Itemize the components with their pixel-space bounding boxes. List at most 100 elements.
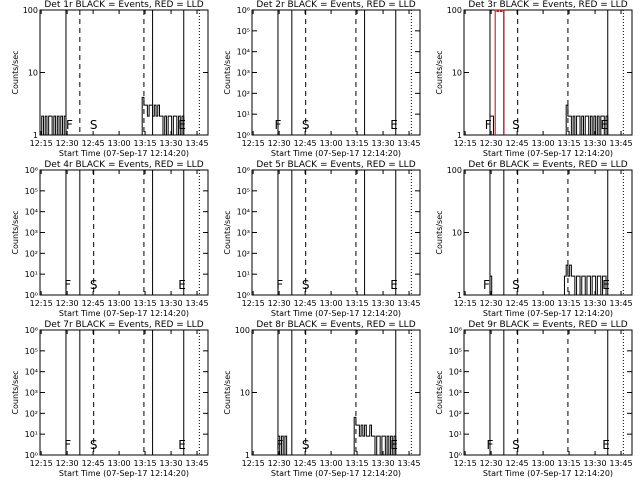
x-axis-title: Start Time (07-Sep-17 12:14:20) xyxy=(271,309,401,318)
x-tick-label: 12:30 xyxy=(56,139,79,148)
x-tick-label: 13:15 xyxy=(134,139,157,148)
x-tick-label: 13:00 xyxy=(320,299,343,308)
series-events-line xyxy=(565,104,609,136)
x-tick-label: 12:30 xyxy=(480,299,503,308)
panel-det-9r: Det 9r BLACK = Events, RED = LLD F S E 12:15… xyxy=(435,320,633,478)
panel-title: Det 7r BLACK = Events, RED = LLD xyxy=(44,320,203,330)
x-tick-label: 13:15 xyxy=(346,299,369,308)
x-tick-label: 13:45 xyxy=(398,459,421,468)
y-tick-label: 100 xyxy=(447,6,462,15)
flare-marker-e: E xyxy=(390,118,398,132)
flare-marker-s: S xyxy=(302,118,310,132)
x-tick-label: 13:45 xyxy=(186,459,209,468)
x-tick-label: 12:15 xyxy=(30,299,53,308)
x-axis-title: Start Time (07-Sep-17 12:14:20) xyxy=(271,149,401,158)
y-tick-label: 1 xyxy=(457,131,462,140)
x-axis-title: Start Time (07-Sep-17 12:14:20) xyxy=(59,149,189,158)
x-tick-label: 12:15 xyxy=(242,459,265,468)
y-tick-label: 10 xyxy=(452,69,462,78)
panel-title: Det 1r BLACK = Events, RED = LLD xyxy=(44,0,203,10)
x-axis-title: Start Time (07-Sep-17 12:14:20) xyxy=(59,469,189,478)
y-tick-label: 10⁴ xyxy=(25,368,38,377)
y-tick-label: 10⁰ xyxy=(25,291,38,300)
x-tick-label: 13:30 xyxy=(372,299,395,308)
y-tick-label: 10² xyxy=(237,249,250,258)
x-tick-label: 12:30 xyxy=(480,139,503,148)
y-tick-label: 10⁶ xyxy=(25,166,38,175)
flare-marker-e: E xyxy=(602,438,610,452)
y-tick-label: 10⁴ xyxy=(237,48,250,57)
flare-marker-f: F xyxy=(64,278,71,292)
x-axis-title: Start Time (07-Sep-17 12:14:20) xyxy=(59,309,189,318)
flare-marker-s: S xyxy=(302,278,310,292)
flare-marker-s: S xyxy=(90,118,98,132)
x-tick-label: 13:30 xyxy=(160,139,183,148)
x-tick-label: 13:45 xyxy=(398,139,421,148)
x-tick-label: 12:15 xyxy=(242,299,265,308)
x-tick-label: 13:30 xyxy=(160,299,183,308)
y-axis-title: Counts/sec xyxy=(223,50,232,94)
y-tick-label: 1 xyxy=(33,131,38,140)
x-tick-label: 12:15 xyxy=(30,139,53,148)
flare-marker-f: F xyxy=(483,278,490,292)
flare-marker-f: F xyxy=(485,118,492,132)
panel-det-4r: Det 4r BLACK = Events, RED = LLD F S E 12:15… xyxy=(11,160,209,318)
x-tick-label: 12:45 xyxy=(82,299,105,308)
flare-marker-e: E xyxy=(178,278,186,292)
panel-title: Det 5r BLACK = Events, RED = LLD xyxy=(256,160,415,170)
flare-marker-s: S xyxy=(90,438,98,452)
y-tick-label: 10² xyxy=(25,249,38,258)
x-axis-title: Start Time (07-Sep-17 12:14:20) xyxy=(483,469,613,478)
x-tick-label: 13:45 xyxy=(186,299,209,308)
flare-marker-s: S xyxy=(302,438,310,452)
x-tick-label: 13:45 xyxy=(610,139,633,148)
x-tick-label: 12:15 xyxy=(454,299,477,308)
x-tick-label: 13:45 xyxy=(610,299,633,308)
x-tick-label: 12:15 xyxy=(454,459,477,468)
y-axis-title: Counts/sec xyxy=(11,50,20,94)
flare-marker-e: E xyxy=(390,278,398,292)
series-events-line xyxy=(277,435,289,456)
panel-title: Det 6r BLACK = Events, RED = LLD xyxy=(468,160,627,170)
x-tick-label: 12:45 xyxy=(294,139,317,148)
x-axis-title: Start Time (07-Sep-17 12:14:20) xyxy=(483,309,613,318)
y-tick-label: 10⁴ xyxy=(25,208,38,217)
x-tick-label: 13:30 xyxy=(584,139,607,148)
y-tick-label: 1 xyxy=(245,451,250,460)
x-tick-label: 12:30 xyxy=(56,459,79,468)
y-tick-label: 10³ xyxy=(449,389,462,398)
y-tick-label: 10² xyxy=(25,409,38,418)
y-tick-label: 10 xyxy=(452,229,462,238)
y-tick-label: 10⁰ xyxy=(237,291,250,300)
x-tick-label: 13:15 xyxy=(558,459,581,468)
y-tick-label: 10⁴ xyxy=(237,208,250,217)
x-tick-label: 12:45 xyxy=(294,299,317,308)
x-tick-label: 13:15 xyxy=(346,139,369,148)
x-tick-label: 12:30 xyxy=(56,299,79,308)
y-tick-label: 10⁶ xyxy=(25,326,38,335)
y-axis-title: Counts/sec xyxy=(11,370,20,414)
y-tick-label: 10¹ xyxy=(25,430,38,439)
y-tick-label: 10³ xyxy=(237,229,250,238)
flare-marker-f: F xyxy=(276,278,283,292)
y-tick-label: 10 xyxy=(240,389,250,398)
x-tick-label: 13:15 xyxy=(134,459,157,468)
x-tick-label: 13:00 xyxy=(532,459,555,468)
x-tick-label: 12:45 xyxy=(82,459,105,468)
x-tick-label: 13:30 xyxy=(160,459,183,468)
y-tick-label: 10³ xyxy=(25,229,38,238)
flare-marker-s: S xyxy=(512,118,520,132)
flare-marker-f: F xyxy=(66,118,73,132)
y-axis-title: Counts/sec xyxy=(435,210,444,254)
x-tick-label: 12:30 xyxy=(480,459,503,468)
x-tick-label: 13:00 xyxy=(108,459,131,468)
x-tick-label: 12:15 xyxy=(30,459,53,468)
y-tick-label: 100 xyxy=(235,326,250,335)
y-tick-label: 10⁵ xyxy=(237,187,250,196)
